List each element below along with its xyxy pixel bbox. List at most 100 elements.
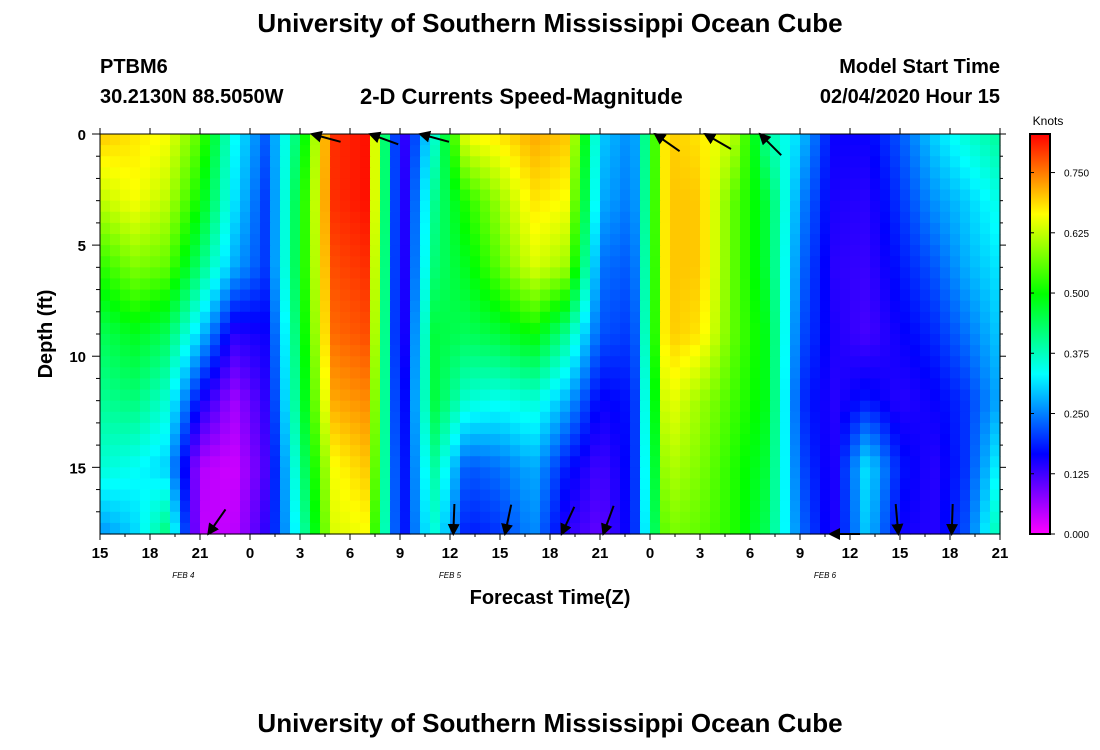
x-tick-label: 12: [442, 545, 459, 562]
heatmap-cell: [320, 178, 331, 191]
heatmap-cell: [410, 256, 421, 268]
heatmap-cell: [620, 378, 631, 391]
heatmap-cell: [290, 511, 301, 524]
heatmap-cell: [250, 511, 261, 524]
heatmap-cell: [880, 367, 891, 380]
heatmap-cell: [450, 222, 461, 235]
heatmap-cell: [330, 434, 341, 446]
heatmap-cell: [160, 411, 171, 424]
heatmap-cell: [730, 245, 741, 257]
heatmap-cell: [510, 378, 521, 391]
heatmap-cell: [220, 334, 231, 346]
heatmap-cell: [610, 222, 621, 235]
heatmap-cell: [710, 345, 721, 357]
heatmap-cell: [930, 478, 941, 491]
heatmap-cell: [480, 367, 491, 380]
heatmap-cell: [710, 478, 721, 491]
heatmap-cell: [520, 200, 531, 213]
heatmap-cell: [840, 245, 851, 257]
heatmap-cell: [550, 411, 561, 424]
heatmap-cell: [670, 500, 681, 513]
heatmap-cell: [840, 445, 851, 457]
heatmap-cell: [740, 311, 751, 324]
heatmap-cell: [750, 167, 761, 180]
heatmap-cell: [230, 345, 241, 357]
heatmap-cell: [280, 378, 291, 391]
heatmap-cell: [490, 256, 501, 268]
heatmap-cell: [970, 145, 981, 157]
heatmap-cell: [780, 189, 791, 202]
heatmap-cell: [970, 378, 981, 391]
heatmap-cell: [850, 411, 861, 424]
heatmap-cell: [820, 278, 831, 291]
heatmap-cell: [400, 156, 411, 168]
heatmap-cell: [130, 356, 141, 368]
heatmap-cell: [810, 389, 821, 402]
heatmap-cell: [540, 311, 551, 324]
heatmap-cell: [900, 189, 911, 202]
heatmap-cell: [870, 378, 881, 391]
heatmap-cell: [260, 178, 271, 191]
heatmap-cell: [590, 522, 601, 535]
heatmap-cell: [240, 456, 251, 468]
heatmap-cell: [280, 256, 291, 268]
heatmap-cell: [190, 389, 201, 402]
heatmap-cell: [970, 289, 981, 302]
heatmap-cell: [580, 378, 591, 391]
heatmap-cell: [680, 367, 691, 380]
heatmap-cell: [960, 178, 971, 191]
heatmap-cell: [180, 522, 191, 535]
heatmap-cell: [660, 211, 671, 224]
heatmap-cell: [260, 222, 271, 235]
heatmap-cell: [790, 145, 801, 157]
heatmap-cell: [870, 434, 881, 446]
heatmap-cell: [670, 289, 681, 302]
heatmap-cell: [790, 456, 801, 468]
heatmap-cell: [100, 211, 111, 224]
heatmap-cell: [390, 245, 401, 257]
heatmap-cell: [700, 456, 711, 468]
heatmap-cell: [130, 522, 141, 535]
heatmap-cell: [490, 467, 501, 480]
heatmap-cell: [710, 245, 721, 257]
heatmap-cell: [370, 356, 381, 368]
heatmap-cell: [530, 145, 541, 157]
heatmap-cell: [830, 367, 841, 380]
heatmap-cell: [980, 411, 991, 424]
heatmap-cell: [580, 345, 591, 357]
heatmap-cell: [100, 411, 111, 424]
heatmap-cell: [360, 145, 371, 157]
heatmap-cell: [860, 389, 871, 402]
heatmap-cell: [700, 445, 711, 457]
heatmap-cell: [470, 422, 481, 435]
heatmap-cell: [760, 234, 771, 246]
heatmap-cell: [200, 411, 211, 424]
heatmap-cell: [610, 389, 621, 402]
heatmap-cell: [740, 511, 751, 524]
heatmap-cell: [260, 367, 271, 380]
heatmap-cell: [300, 289, 311, 302]
heatmap-cell: [110, 400, 121, 413]
heatmap-cell: [970, 389, 981, 402]
heatmap-cell: [610, 178, 621, 191]
heatmap-cell: [410, 456, 421, 468]
heatmap-cell: [650, 345, 661, 357]
heatmap-cell: [760, 478, 771, 491]
heatmap-cell: [690, 311, 701, 324]
heatmap-cell: [990, 189, 1001, 202]
heatmap-cell: [150, 267, 161, 280]
heatmap-cell: [430, 367, 441, 380]
heatmap-cell: [390, 478, 401, 491]
heatmap-cell: [210, 289, 221, 302]
heatmap-cell: [130, 478, 141, 491]
heatmap-cell: [910, 522, 921, 535]
heatmap-cell: [380, 500, 391, 513]
heatmap-cell: [450, 378, 461, 391]
heatmap-cell: [290, 211, 301, 224]
heatmap-cell: [320, 478, 331, 491]
heatmap-cell: [650, 434, 661, 446]
heatmap-cell: [510, 422, 521, 435]
heatmap-cell: [690, 178, 701, 191]
heatmap-cell: [420, 411, 431, 424]
heatmap-cell: [810, 511, 821, 524]
